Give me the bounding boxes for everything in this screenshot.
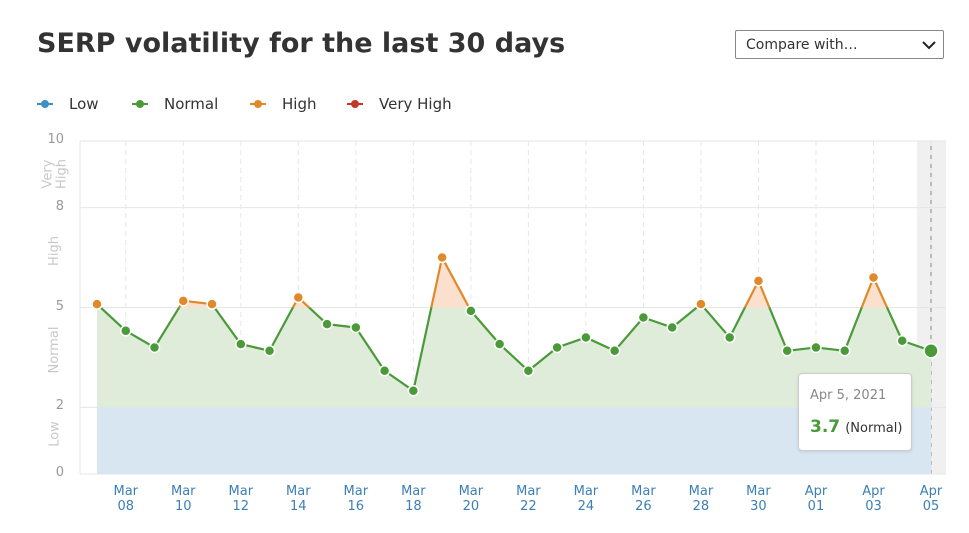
- data-point: [493, 338, 506, 350]
- legend-label: High: [282, 95, 317, 113]
- data-point: [608, 345, 621, 357]
- dropdown-label: Compare with…: [746, 37, 858, 53]
- data-point: [177, 295, 190, 307]
- data-point: [321, 318, 333, 330]
- band-label: Low: [46, 420, 62, 447]
- data-point: [695, 298, 707, 310]
- data-point: [206, 298, 218, 310]
- x-tick-label: Mar 24: [573, 484, 599, 514]
- data-point: [666, 321, 678, 334]
- data-point: [235, 338, 247, 350]
- y-tick-label: 10: [47, 132, 64, 147]
- data-point: [637, 311, 650, 324]
- data-point: [148, 341, 161, 354]
- data-point: [436, 251, 448, 264]
- x-tick-label: Mar 14: [286, 484, 311, 514]
- legend-swatch: [41, 100, 49, 108]
- tooltip-date: Apr 5, 2021: [810, 388, 887, 403]
- x-tick-label: Mar 16: [343, 484, 369, 514]
- x-tick-label: Mar 20: [458, 484, 484, 514]
- data-point: [781, 345, 793, 357]
- tooltip-value: 3.7: [810, 417, 841, 437]
- y-tick-label: 2: [55, 398, 64, 414]
- tooltip: Apr 5, 2021 3.7 (Normal): [798, 373, 912, 451]
- x-tick-label: Mar 22: [516, 484, 541, 514]
- data-point: [810, 341, 822, 354]
- chart-title: SERP volatility for the last 30 days: [37, 28, 566, 59]
- x-tick-label: Mar 10: [171, 484, 196, 514]
- x-tick-label: Mar 26: [631, 484, 656, 514]
- data-point: [923, 343, 939, 359]
- legend-label: Normal: [164, 95, 219, 113]
- data-point: [867, 271, 880, 284]
- data-point: [551, 341, 563, 354]
- compare-dropdown[interactable]: Compare with…: [735, 30, 944, 59]
- tooltip-label: (Normal): [845, 421, 903, 436]
- x-tick-label: Mar 12: [228, 484, 254, 514]
- data-point: [378, 365, 391, 377]
- x-tick-label: Apr 03: [862, 484, 885, 514]
- x-tick-label: Mar 28: [688, 484, 714, 514]
- band-label: Normal: [46, 326, 62, 374]
- x-tick-label: Apr 01: [804, 484, 828, 514]
- band-label: High: [46, 235, 62, 266]
- y-tick-label: 0: [55, 465, 64, 480]
- data-point: [580, 331, 592, 344]
- band-area: [97, 407, 931, 474]
- legend-swatch: [351, 100, 359, 108]
- data-point: [263, 345, 276, 357]
- x-tick-label: Mar 30: [746, 484, 771, 514]
- data-point: [522, 365, 535, 377]
- data-point: [350, 321, 362, 334]
- y-tick-label: 5: [55, 298, 64, 314]
- x-tick-label: Apr 05: [919, 484, 943, 514]
- data-point: [465, 305, 477, 317]
- data-point: [896, 335, 908, 347]
- band-label: Very High: [39, 159, 69, 190]
- data-point: [407, 385, 420, 397]
- legend-swatch: [136, 100, 144, 108]
- legend-label: Very High: [379, 95, 452, 113]
- x-tick-label: Mar 18: [401, 484, 426, 514]
- y-tick-label: 8: [55, 198, 64, 214]
- data-point: [91, 298, 103, 310]
- legend-swatch: [254, 100, 262, 108]
- x-tick-label: Mar 08: [113, 484, 139, 514]
- legend-label: Low: [69, 95, 99, 113]
- data-point: [292, 291, 305, 304]
- data-point: [723, 331, 736, 344]
- data-point: [752, 275, 765, 287]
- dropdown-arrow: [922, 41, 936, 50]
- data-point: [838, 345, 851, 357]
- data-point: [120, 325, 132, 337]
